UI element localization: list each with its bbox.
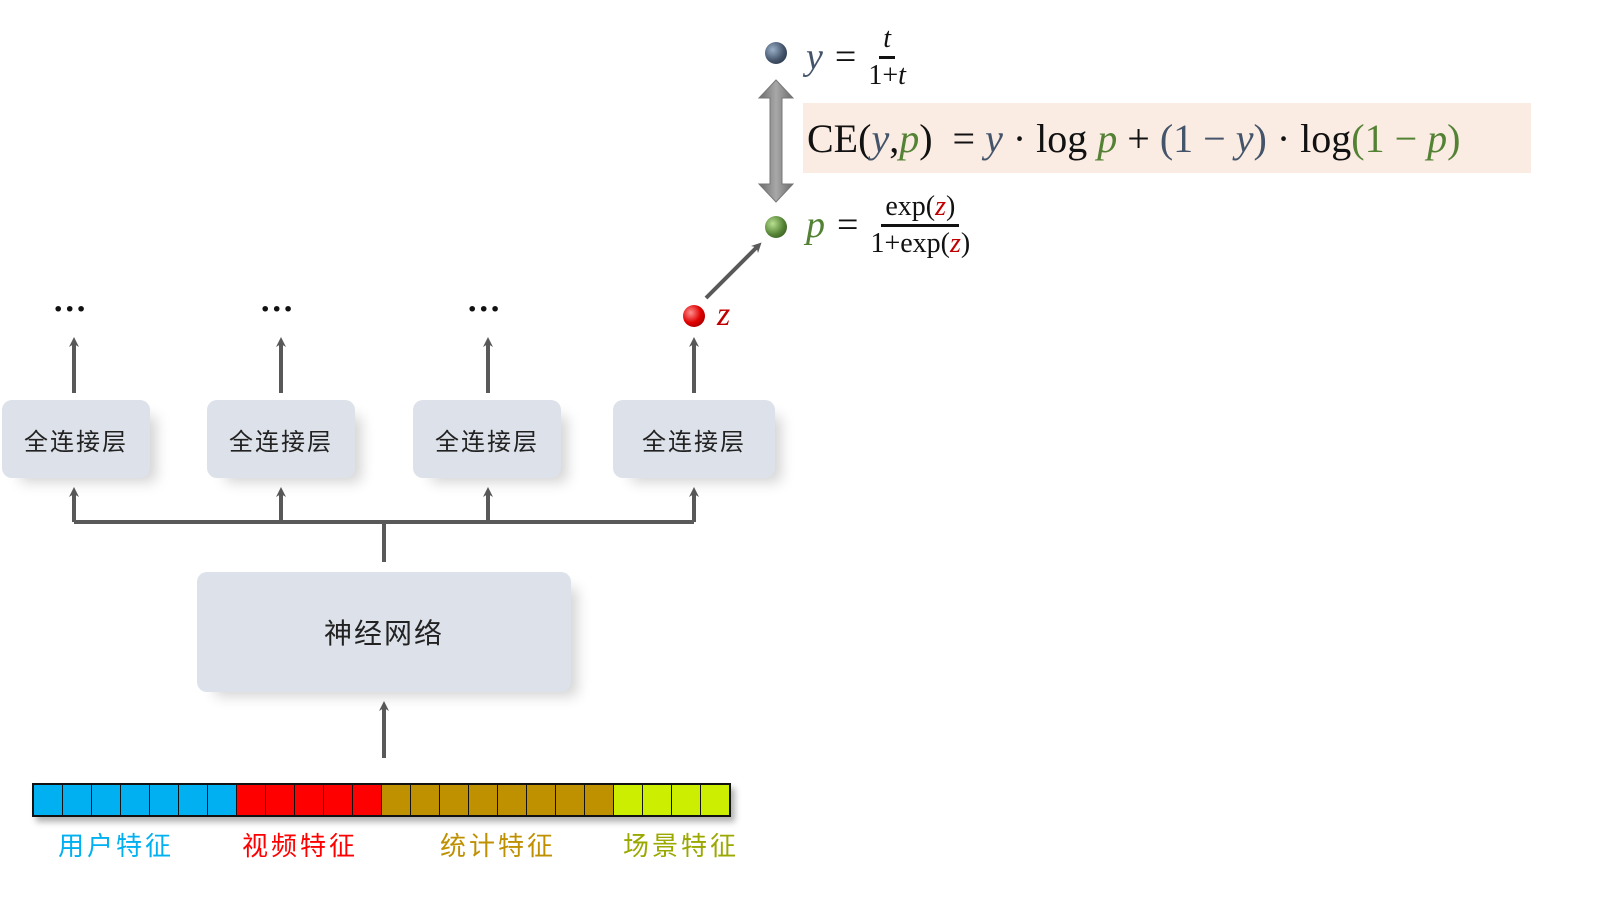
y-node <box>765 42 787 64</box>
feature-cell-3 <box>672 785 701 815</box>
fc-layer-box-3: 全连接层 <box>413 400 561 478</box>
feature-label-user: 用户特征 <box>58 832 175 862</box>
feature-cell-3 <box>701 785 729 815</box>
z-label: z <box>717 296 731 333</box>
feature-cell-0 <box>63 785 92 815</box>
y-fraction: t 1+t <box>868 22 906 92</box>
feature-cell-0 <box>208 785 237 815</box>
feature-cell-0 <box>179 785 208 815</box>
ellipsis-3: ··· <box>467 292 502 327</box>
numerator: t <box>879 22 895 59</box>
feature-vector <box>32 783 731 817</box>
ellipsis-1: ··· <box>53 292 88 327</box>
feature-cell-0 <box>92 785 121 815</box>
arrow-z-to-p <box>704 242 762 300</box>
feature-label-video: 视频特征 <box>242 832 359 862</box>
p-node <box>765 216 787 238</box>
p-symbol: p <box>806 204 825 247</box>
p-fraction: exp(z) 1+exp(z) <box>870 190 970 260</box>
feature-cell-2 <box>585 785 614 815</box>
feature-cell-2 <box>556 785 585 815</box>
feature-cell-0 <box>121 785 150 815</box>
cross-entropy-formula: CE(y, p) = y · log p + (1 − y) · log (1 − … <box>803 103 1531 173</box>
z-node <box>683 305 705 327</box>
equals: = <box>837 204 859 247</box>
denominator: 1+t <box>868 59 906 91</box>
y-definition: y = t 1+t <box>806 22 906 92</box>
feature-cell-2 <box>440 785 469 815</box>
numerator: exp(z) <box>881 190 960 227</box>
feature-cell-1 <box>295 785 324 815</box>
feature-cell-3 <box>614 785 643 815</box>
y-symbol: y <box>806 36 823 79</box>
fc-layer-box-4: 全连接层 <box>613 400 775 478</box>
feature-cell-1 <box>266 785 295 815</box>
feature-cell-2 <box>411 785 440 815</box>
equals: = <box>834 36 857 79</box>
feature-cell-2 <box>469 785 498 815</box>
fc-layer-box-2: 全连接层 <box>207 400 355 478</box>
feature-cell-1 <box>353 785 382 815</box>
neural-network-box: 神经网络 <box>197 572 571 692</box>
feature-cell-1 <box>237 785 266 815</box>
fc-layer-box-1: 全连接层 <box>2 400 150 478</box>
feature-cell-0 <box>150 785 179 815</box>
feature-cell-2 <box>382 785 411 815</box>
ellipsis-2: ··· <box>260 292 295 327</box>
feature-cell-1 <box>324 785 353 815</box>
feature-label-scene: 场景特征 <box>623 832 740 862</box>
feature-cell-2 <box>527 785 556 815</box>
denominator: 1+exp(z) <box>870 227 971 259</box>
double-arrow-y-p <box>757 79 795 203</box>
p-definition: p = exp(z) 1+exp(z) <box>806 190 970 260</box>
feature-cell-2 <box>498 785 527 815</box>
feature-label-stats: 统计特征 <box>440 832 557 862</box>
feature-cell-0 <box>34 785 63 815</box>
feature-cell-3 <box>643 785 672 815</box>
